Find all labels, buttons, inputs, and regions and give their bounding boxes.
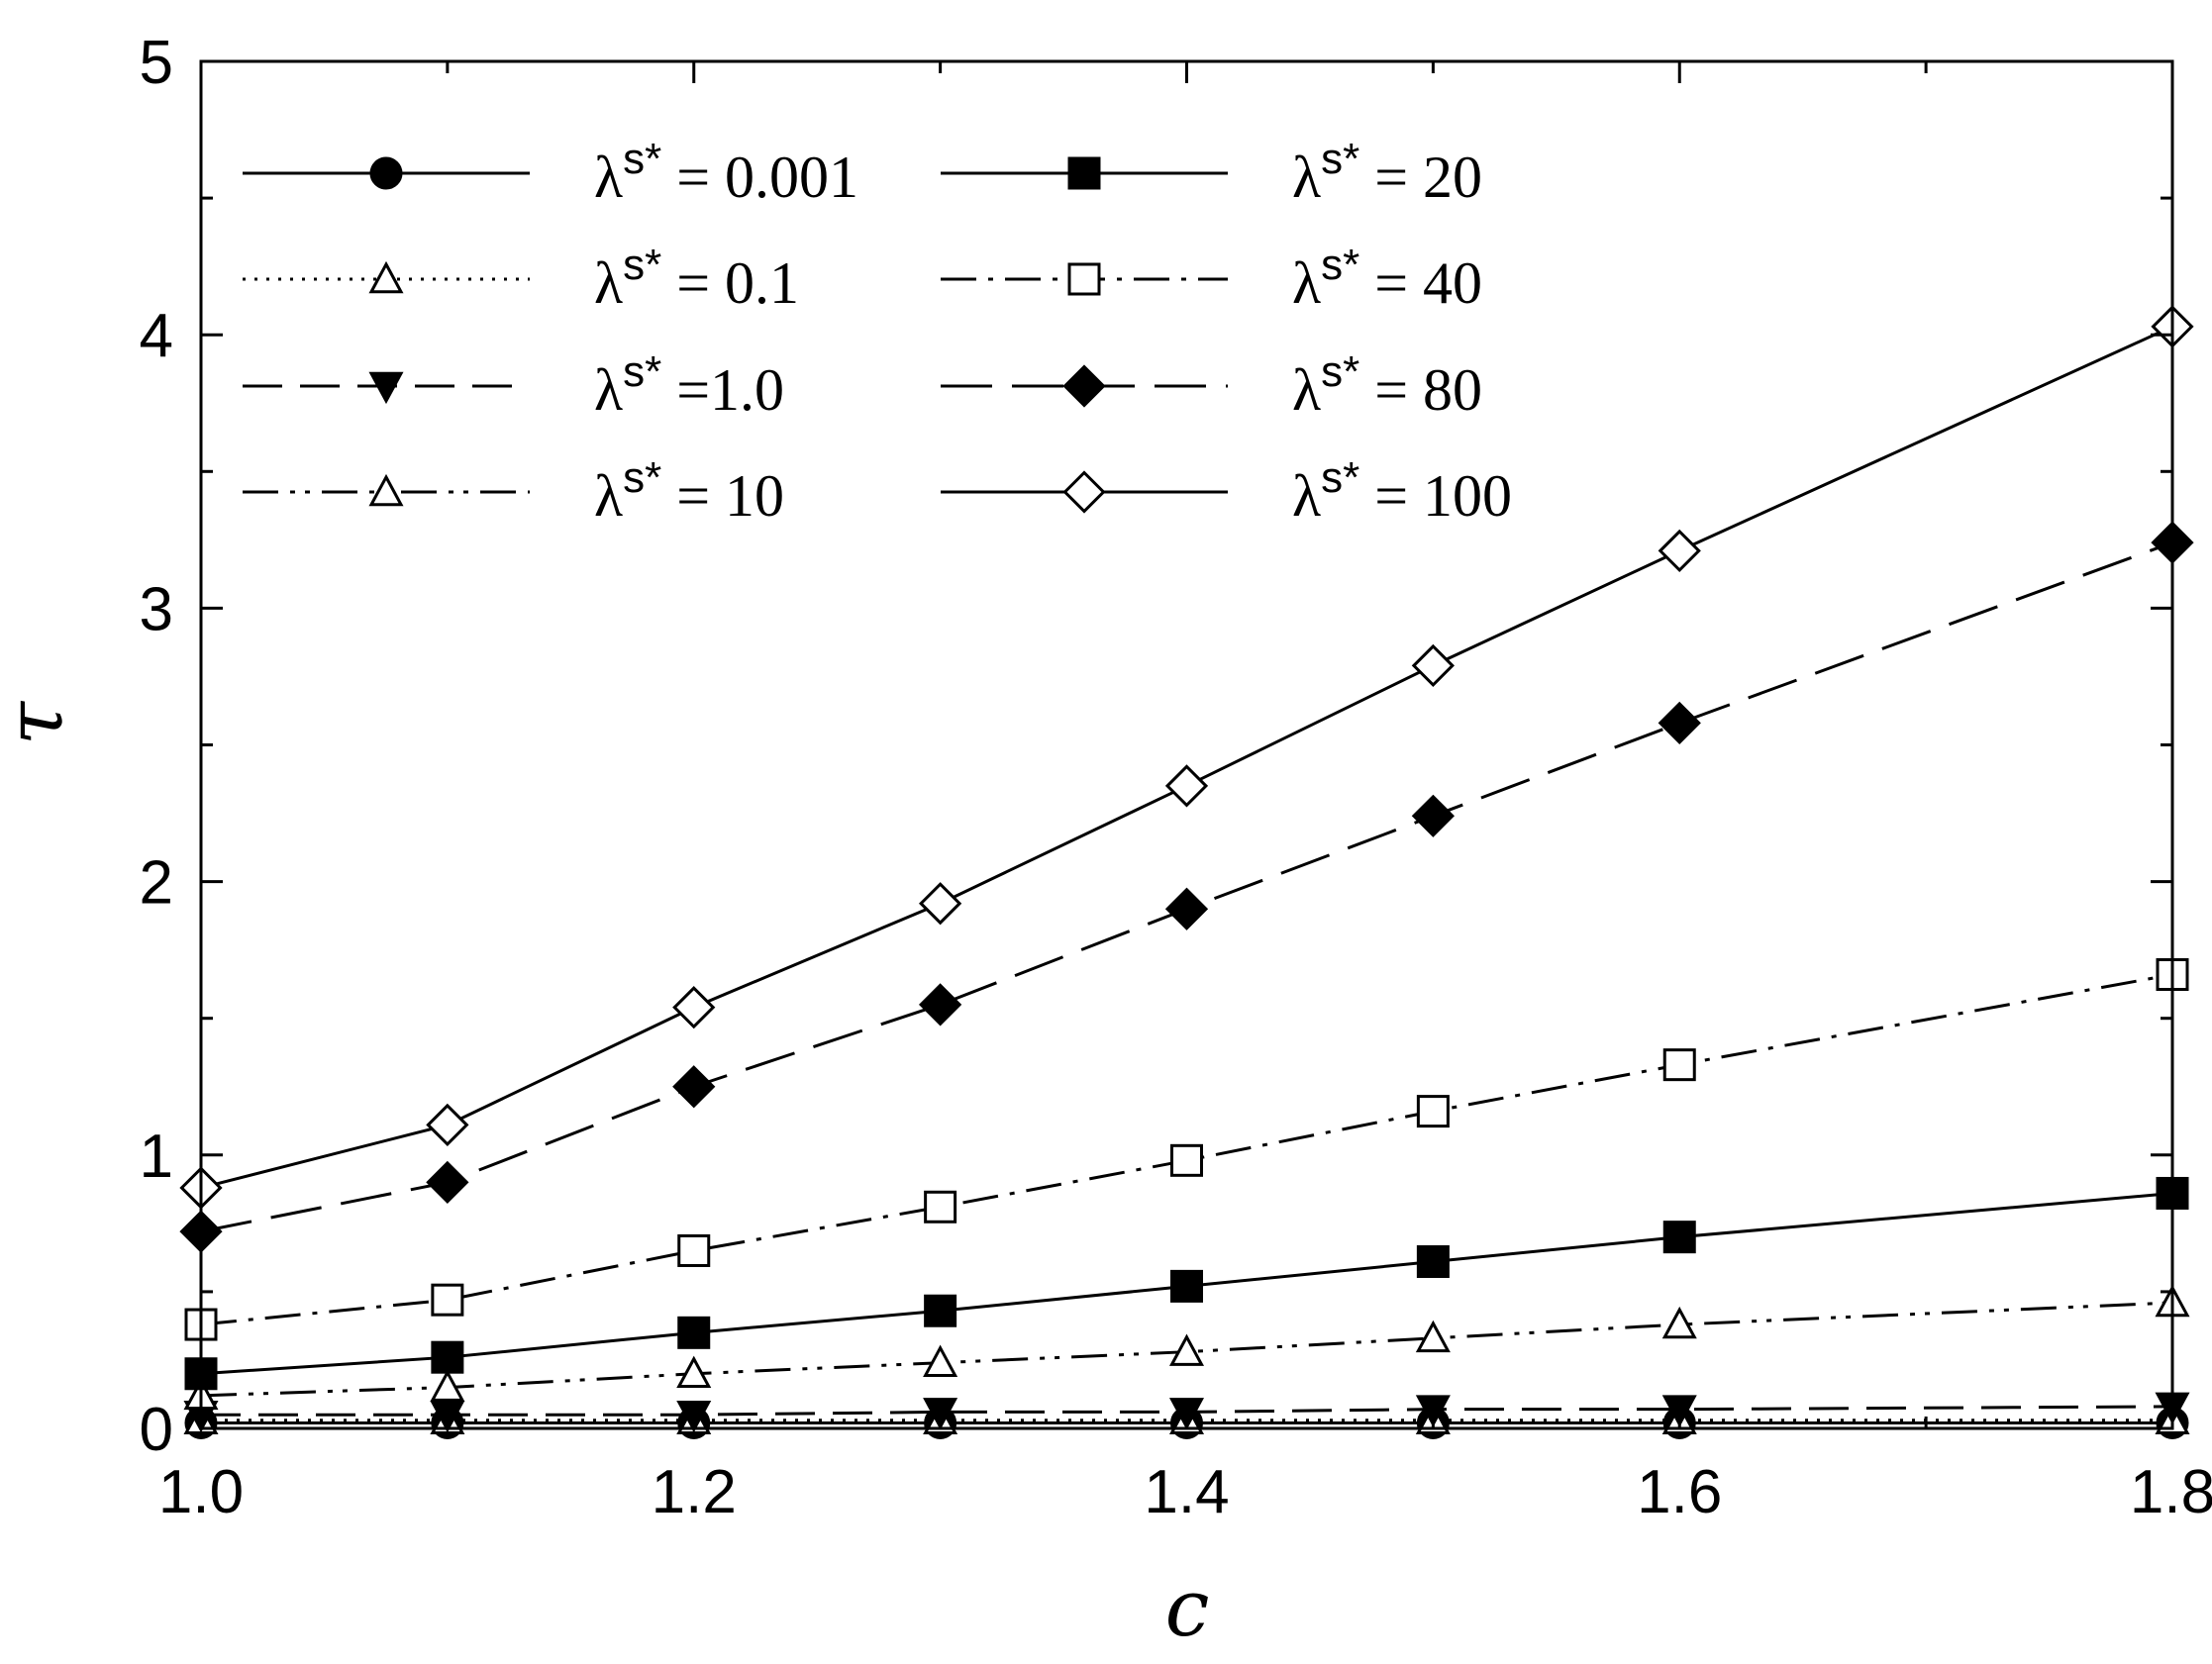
y-axis-title: τ (0, 700, 80, 745)
legend-marker (368, 371, 404, 405)
legend-item: λs* = 0.1 (243, 241, 799, 316)
x-tick-label: 1.6 (1637, 1458, 1722, 1526)
data-point (431, 1283, 464, 1317)
data-point (1170, 1143, 1203, 1177)
legend-marker (1067, 262, 1101, 296)
y-tick-label: 4 (140, 302, 173, 370)
y-tick-label: 1 (140, 1123, 173, 1191)
series-line (200, 1191, 2173, 1376)
data-point (431, 1340, 464, 1374)
legend-marker (369, 156, 403, 190)
data-point (1170, 1269, 1203, 1303)
y-tick-label: 0 (140, 1396, 173, 1464)
data-point (1658, 529, 1701, 573)
data-point (1662, 1048, 1696, 1082)
data-point (672, 986, 716, 1029)
series-4 (183, 1284, 2190, 1411)
data-point (1411, 643, 1455, 688)
x-tick-label: 1.2 (652, 1458, 737, 1526)
legend-marker (1062, 364, 1106, 408)
data-point (919, 983, 962, 1027)
x-tick-label: 1.0 (158, 1458, 244, 1526)
data-point (1661, 1306, 1697, 1339)
legend-item: λs* = 20 (941, 135, 1482, 210)
y-tick-label: 2 (140, 849, 173, 918)
legend-item: λs* = 100 (941, 453, 1512, 529)
legend-label: λs* = 20 (1292, 135, 1482, 210)
data-point (1415, 1320, 1451, 1353)
legend-item: λs* = 10 (243, 453, 784, 529)
data-point (677, 1233, 711, 1267)
legend-label: λs* = 100 (1292, 453, 1512, 529)
data-point (1658, 701, 1701, 745)
legend-label: λs* = 0.001 (594, 135, 858, 210)
data-point (1416, 1245, 1450, 1279)
data-point (1415, 1395, 1451, 1427)
series-8 (179, 305, 2194, 1210)
legend-label: λs* = 80 (1292, 347, 1482, 423)
data-point (677, 1316, 711, 1349)
series-line (201, 1405, 2173, 1417)
x-tick-label: 1.8 (2130, 1458, 2212, 1526)
data-point (1662, 1221, 1696, 1254)
data-point (1411, 794, 1455, 837)
data-point (426, 1160, 469, 1205)
data-point (430, 1400, 465, 1433)
data-point (426, 1103, 469, 1147)
data-point (924, 1190, 957, 1224)
legend-marker (1067, 156, 1101, 190)
x-tick-label: 1.4 (1144, 1458, 1229, 1526)
legend-label: λs* = 0.1 (594, 241, 799, 316)
legend-label: λs* =1.0 (594, 347, 784, 423)
y-tick-label: 3 (140, 575, 173, 643)
data-point (430, 1369, 465, 1402)
series-line (200, 1301, 2173, 1398)
data-layer (179, 305, 2194, 1439)
legend-marker (368, 473, 404, 507)
legend-item: λs* =1.0 (243, 347, 784, 423)
series-line (200, 973, 2173, 1326)
x-axis-title: c (1165, 1562, 1210, 1654)
legend-item: λs* = 0.001 (243, 135, 858, 210)
legend-marker (1062, 470, 1106, 514)
data-point (919, 882, 962, 926)
data-point (1416, 1095, 1450, 1128)
data-point (1168, 1333, 1205, 1366)
legend: λs* = 0.001 λs* = 0.1 λs* =1.0 λs* = 10 λs* … (243, 135, 1512, 529)
data-point (923, 1344, 958, 1377)
data-point (1164, 764, 1209, 808)
series-5 (184, 1176, 2189, 1391)
legend-label: λs* = 10 (594, 453, 784, 529)
data-point (1164, 887, 1209, 930)
series-line (200, 325, 2173, 1190)
data-point (672, 1065, 716, 1109)
data-point (924, 1294, 957, 1327)
legend-label: λs* = 40 (1292, 241, 1482, 316)
legend-item: λs* = 40 (941, 241, 1482, 316)
y-tick-label: 5 (140, 29, 173, 97)
legend-item: λs* = 80 (941, 347, 1482, 423)
data-point (923, 1398, 958, 1430)
axes: 1.0 1.2 1.4 1.6 1.8 0 1 2 3 4 5 (140, 29, 2212, 1526)
series-line (200, 540, 2173, 1233)
legend-marker (368, 260, 404, 294)
data-point (676, 1355, 712, 1389)
